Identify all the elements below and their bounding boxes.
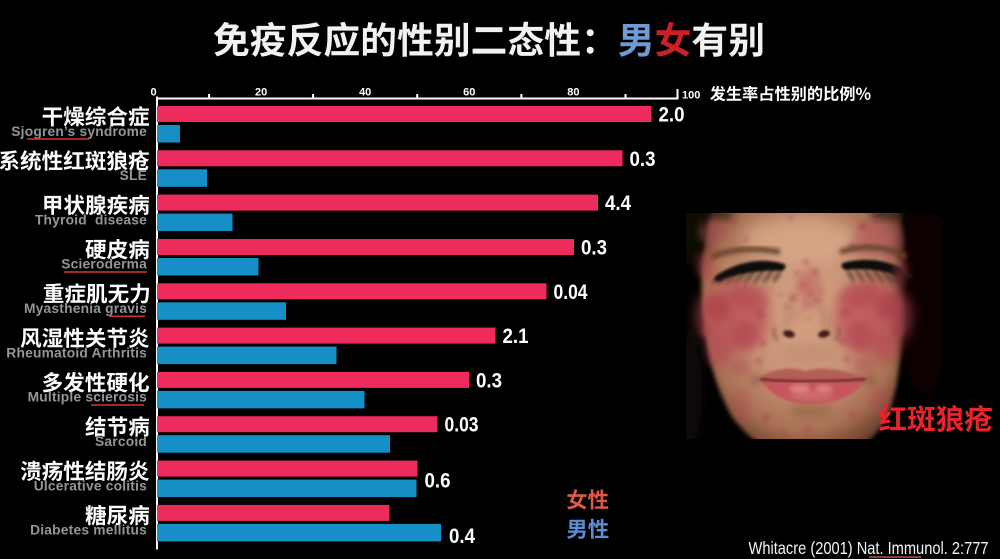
svg-text:2.1: 2.1 — [503, 325, 529, 348]
svg-text:SLE: SLE — [120, 168, 147, 183]
svg-text:0.3: 0.3 — [581, 237, 607, 260]
svg-text:0: 0 — [151, 87, 157, 99]
svg-text:60: 60 — [463, 87, 475, 99]
svg-text:40: 40 — [359, 87, 371, 99]
svg-text:100: 100 — [682, 90, 700, 102]
svg-text:Scieroderma: Scieroderma — [61, 257, 147, 272]
svg-text:80: 80 — [567, 87, 579, 99]
svg-text:0.3: 0.3 — [630, 148, 656, 171]
svg-text:Rheumatoid Arthritis: Rheumatoid Arthritis — [6, 345, 147, 360]
svg-text:Sjogren’s syndrome: Sjogren’s syndrome — [11, 124, 147, 139]
svg-text:Ulcerative colitis: Ulcerative colitis — [34, 478, 147, 493]
svg-text:4.4: 4.4 — [605, 192, 631, 215]
svg-text:0.04: 0.04 — [554, 281, 588, 304]
svg-text:Multiple scierosis: Multiple scierosis — [28, 390, 148, 405]
svg-text:Sarcoid: Sarcoid — [95, 434, 147, 449]
svg-text:Myasthenia gravis: Myasthenia gravis — [24, 301, 147, 316]
svg-text:2.0: 2.0 — [659, 104, 685, 127]
svg-text:Whitacre (2001) Nat. Immunol.: Whitacre (2001) Nat. Immunol. 2:777 — [749, 538, 989, 558]
svg-text:0.4: 0.4 — [449, 525, 475, 548]
svg-text:20: 20 — [255, 87, 267, 99]
svg-text:0.6: 0.6 — [425, 470, 451, 493]
svg-text:0.03: 0.03 — [445, 414, 479, 437]
svg-text:Thyroid disease: Thyroid disease — [35, 212, 147, 227]
svg-text:Diabetes mellitus: Diabetes mellitus — [30, 523, 147, 538]
svg-text:0.3: 0.3 — [476, 369, 502, 392]
